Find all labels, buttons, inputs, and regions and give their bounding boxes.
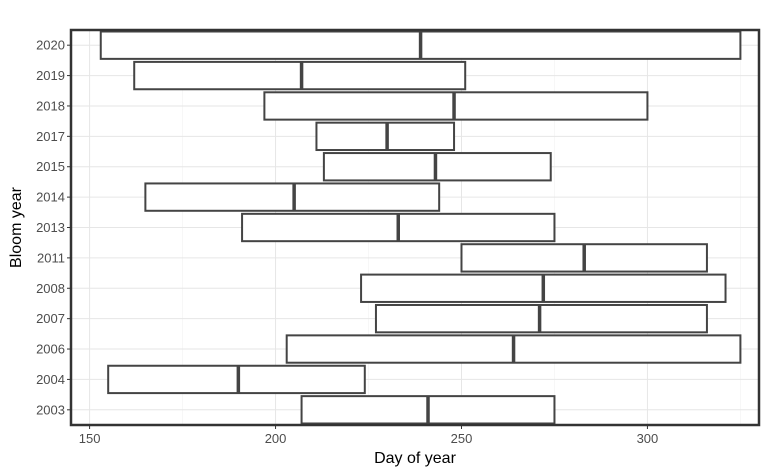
range-bar-2017: [315, 121, 456, 152]
y-tick-label: 2015: [36, 159, 65, 174]
y-tick-label: 2018: [36, 98, 65, 113]
y-axis: 2020 2019 2018 2017 2015 2014 2013 2011 2008 2007…: [36, 38, 71, 417]
y-axis-title: Bloom year: [8, 186, 25, 268]
y-tick-label: 2019: [36, 68, 65, 83]
range-bar-2013: [241, 212, 556, 243]
range-box: [107, 364, 366, 395]
range-bar-2020: [99, 30, 742, 60]
range-bars: [99, 30, 742, 425]
range-bar-2007: [374, 303, 708, 334]
range-bar-2008: [360, 273, 727, 303]
range-bar-2006: [285, 334, 742, 364]
y-tick-label: 2004: [36, 372, 65, 387]
range-bar-2014: [144, 182, 441, 212]
range-bar-2019: [133, 60, 467, 91]
range-bar-2003: [300, 395, 556, 425]
range-box: [133, 60, 467, 91]
x-axis: 150 200 250 300: [79, 425, 659, 446]
x-tick-label: 150: [79, 431, 101, 446]
range-bar-2004: [107, 364, 366, 395]
y-tick-label: 2011: [37, 250, 65, 265]
x-axis-title: Day of year: [374, 450, 456, 467]
y-tick-label: 2008: [36, 281, 65, 296]
range-bar-2015: [322, 152, 552, 182]
range-box: [322, 152, 552, 182]
y-tick-label: 2006: [36, 342, 65, 357]
range-bar-2011: [460, 243, 708, 273]
x-tick-label: 200: [265, 431, 287, 446]
range-box: [263, 91, 649, 121]
range-box: [374, 303, 708, 334]
x-tick-label: 300: [637, 431, 659, 446]
y-tick-label: 2003: [36, 402, 65, 417]
y-tick-label: 2014: [36, 190, 65, 205]
x-tick-label: 250: [451, 431, 473, 446]
y-tick-label: 2020: [36, 38, 65, 53]
range-box: [315, 121, 456, 152]
y-tick-label: 2013: [36, 220, 65, 235]
range-box: [144, 182, 441, 212]
y-tick-label: 2007: [36, 311, 65, 326]
range-bar-2018: [263, 91, 649, 121]
y-tick-label: 2017: [36, 129, 65, 144]
